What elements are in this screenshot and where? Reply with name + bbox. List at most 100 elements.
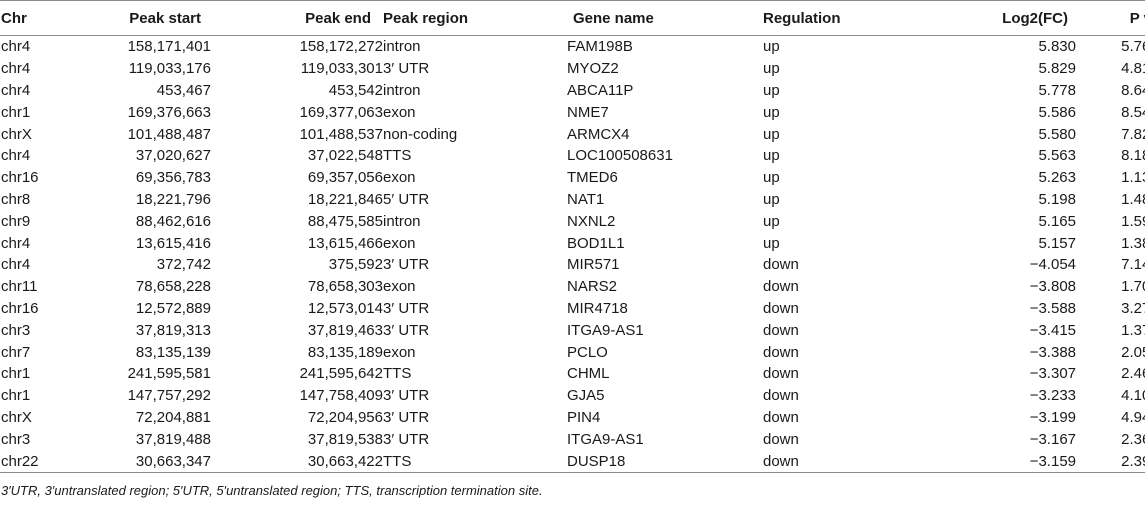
cell-peak-region: intron <box>383 81 421 99</box>
cell-log2fc: 5.586 <box>1038 103 1076 121</box>
cell-chr: chr4 <box>1 256 31 274</box>
table-row: chr3 37,819,313 37,819,463 3′ UTR ITGA9-AS1 d… <box>0 319 1145 341</box>
table-row: chrX 101,488,487 101,488,537 non-coding ARMC… <box>0 123 1145 145</box>
table-row: chr16 12,572,889 12,573,014 3′ UTR MIR4718 do… <box>0 298 1145 320</box>
cell-peak-start: 83,135,139 <box>135 343 211 361</box>
cell-peak-end: 101,488,537 <box>299 125 383 143</box>
table-row: chr8 18,221,796 18,221,846 5′ UTR NAT1 up 5.19… <box>0 189 1145 211</box>
cell-gene-name: CHML <box>567 365 610 383</box>
cell-regulation: down <box>763 343 799 361</box>
cell-peak-region: exon <box>383 169 416 187</box>
cell-gene-name: LOC100508631 <box>567 147 673 165</box>
cell-peak-end: 78,658,303 <box>307 278 383 296</box>
cell-peak-end: 453,542 <box>328 81 383 99</box>
cell-peak-region: exon <box>383 278 416 296</box>
table-row: chr1 241,595,581 241,595,642 TTS CHML down −3.… <box>0 363 1145 385</box>
cell-p-value: 7.82E-03 <box>1121 125 1145 143</box>
cell-peak-start: 147,757,292 <box>127 387 211 405</box>
table-row: chr3 37,819,488 37,819,538 3′ UTR ITGA9-AS1 d… <box>0 428 1145 450</box>
cell-peak-end: 147,758,409 <box>299 387 383 405</box>
differential-peaks-table: Chr Peak start Peak end Peak region Gene… <box>0 0 1145 473</box>
cell-p-value: 1.59E-02 <box>1121 212 1145 230</box>
cell-peak-end: 37,819,538 <box>307 430 383 448</box>
cell-peak-start: 88,462,616 <box>135 212 211 230</box>
cell-peak-region: 3′ UTR <box>383 60 430 78</box>
cell-peak-start: 169,376,663 <box>127 103 211 121</box>
cell-log2fc: 5.263 <box>1038 169 1076 187</box>
cell-log2fc: 5.563 <box>1038 147 1076 165</box>
cell-peak-end: 158,172,272 <box>299 38 383 56</box>
cell-regulation: down <box>763 321 799 339</box>
cell-gene-name: NME7 <box>567 103 609 121</box>
cell-chr: chr1 <box>1 387 31 405</box>
cell-gene-name: NARS2 <box>567 278 618 296</box>
cell-chr: chr4 <box>1 147 31 165</box>
cell-regulation: down <box>763 278 799 296</box>
cell-p-value: 1.38E-02 <box>1121 234 1145 252</box>
cell-gene-name: PCLO <box>567 343 608 361</box>
cell-p-value: 4.81E-03 <box>1121 60 1145 78</box>
table-row: chr4 158,171,401 158,172,272 intron FAM198B u… <box>0 36 1145 58</box>
cell-regulation: down <box>763 430 799 448</box>
cell-chr: chr1 <box>1 103 31 121</box>
table-row: chr4 119,033,176 119,033,301 3′ UTR MYOZ2 up 5… <box>0 58 1145 80</box>
table-row: chr7 83,135,139 83,135,189 exon PCLO down −3.3… <box>0 341 1145 363</box>
header-gene-name: Gene name <box>567 0 763 36</box>
table-row: chr4 453,467 453,542 intron ABCA11P up 5.778 8.… <box>0 80 1145 102</box>
header-chr: Chr <box>0 0 61 36</box>
cell-regulation: up <box>763 81 780 99</box>
cell-chr: chr8 <box>1 190 31 208</box>
cell-gene-name: BOD1L1 <box>567 234 625 252</box>
cell-regulation: up <box>763 169 780 187</box>
header-peak-start: Peak start <box>61 0 211 36</box>
cell-chr: chr7 <box>1 343 31 361</box>
header-peak-end: Peak end <box>211 0 383 36</box>
cell-log2fc: 5.829 <box>1038 60 1076 78</box>
header-regulation: Regulation <box>763 0 898 36</box>
cell-peak-region: intron <box>383 38 421 56</box>
cell-log2fc: −4.054 <box>1029 256 1076 274</box>
cell-gene-name: MIR571 <box>567 256 620 274</box>
cell-peak-end: 18,221,846 <box>307 190 383 208</box>
header-row: Chr Peak start Peak end Peak region Gene… <box>0 0 1145 36</box>
cell-p-value: 1.70E-02 <box>1121 278 1145 296</box>
cell-peak-region: non-coding <box>383 125 458 143</box>
cell-gene-name: ABCA11P <box>567 81 634 99</box>
cell-chr: chrX <box>1 125 32 143</box>
cell-p-value: 8.18E-03 <box>1121 147 1145 165</box>
cell-peak-region: 3′ UTR <box>383 430 430 448</box>
cell-log2fc: 5.165 <box>1038 212 1076 230</box>
cell-regulation: up <box>763 60 780 78</box>
cell-p-value: 5.76E-03 <box>1121 38 1145 56</box>
cell-peak-start: 12,572,889 <box>135 299 211 317</box>
cell-p-value: 1.13E-02 <box>1121 169 1145 187</box>
cell-chr: chr4 <box>1 81 31 99</box>
cell-regulation: down <box>763 365 799 383</box>
cell-peak-end: 119,033,301 <box>300 60 383 78</box>
cell-chr: chr4 <box>1 38 31 56</box>
cell-gene-name: ITGA9-AS1 <box>567 430 644 448</box>
cell-peak-region: TTS <box>383 365 412 383</box>
table-row: chr9 88,462,616 88,475,585 intron NXNL2 up 5.1… <box>0 210 1145 232</box>
cell-regulation: down <box>763 408 799 426</box>
cell-log2fc: 5.778 <box>1038 81 1076 99</box>
table-row: chrX 72,204,881 72,204,956 3′ UTR PIN4 down −3… <box>0 407 1145 429</box>
cell-peak-start: 241,595,581 <box>127 365 211 383</box>
cell-peak-end: 375,592 <box>328 256 383 274</box>
cell-peak-region: 3′ UTR <box>383 299 430 317</box>
table-row: chr4 372,742 375,592 3′ UTR MIR571 down −4.054… <box>0 254 1145 276</box>
cell-regulation: down <box>763 450 898 473</box>
cell-gene-name: ITGA9-AS1 <box>567 321 644 339</box>
cell-peak-end: 12,573,014 <box>307 299 383 317</box>
cell-peak-start: 37,819,313 <box>135 321 211 339</box>
cell-gene-name: ARMCX4 <box>567 125 630 143</box>
cell-peak-end: 13,615,466 <box>307 234 383 252</box>
cell-peak-start: 69,356,783 <box>135 169 211 187</box>
cell-regulation: down <box>763 299 799 317</box>
cell-p-value: 7.14E-03 <box>1121 256 1145 274</box>
cell-regulation: up <box>763 38 780 56</box>
header-p-value: P value <box>1076 0 1145 36</box>
cell-peak-region: 3′ UTR <box>383 256 430 274</box>
cell-peak-start: 37,020,627 <box>135 147 211 165</box>
cell-gene-name: FAM198B <box>567 38 633 56</box>
